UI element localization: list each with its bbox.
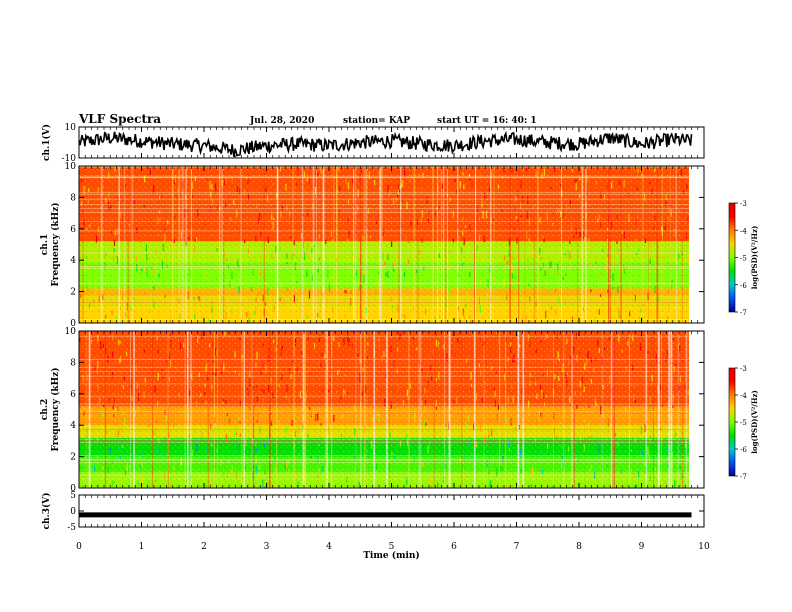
colorbar-tick-label: -6 xyxy=(740,446,747,454)
x-axis-label: Time (min) xyxy=(363,550,420,561)
time-axis: 0 1 2 3 4 5 6 7 8 9 10 Time (min) xyxy=(76,542,710,561)
ch1-spec-heatmap-cells xyxy=(79,166,692,323)
colorbar-tick-label: -5 xyxy=(740,255,747,263)
ch2-spec-cell xyxy=(691,333,692,340)
xtick-label: 4 xyxy=(326,542,332,552)
colorbar-tick-label: -7 xyxy=(740,473,747,481)
start-time-label: start UT = 16: 40: 1 xyxy=(437,116,537,126)
colorbar-tick-label: -3 xyxy=(740,200,747,208)
xtick-label: 1 xyxy=(139,542,145,552)
ch2-spectrogram-panel: 10 8 6 4 2 0 ch.2Frequency (kHz) xyxy=(40,327,705,494)
ch1-ytick-label: -10 xyxy=(62,154,77,164)
colorbar-label: log(PSD)(V²/Hz) xyxy=(750,226,759,290)
ch3-ytick-label: 0 xyxy=(70,507,76,517)
ch1-spec-cell xyxy=(691,171,692,174)
ch1-spec-cell xyxy=(232,322,234,323)
ch1-spec-ytick-label: 10 xyxy=(65,162,77,172)
xtick-label: 2 xyxy=(201,542,207,552)
xtick-label: 9 xyxy=(639,542,645,552)
ch2-spec-ytick-label: 8 xyxy=(70,358,76,368)
ch1-waveform-panel: 10 -10 ch.1(V) xyxy=(41,123,705,164)
ch2-spec-ytick-label: 10 xyxy=(65,327,77,337)
xtick-label: 3 xyxy=(264,542,270,552)
xtick-label: 7 xyxy=(514,542,520,552)
ch2-spec-ytick-label: 6 xyxy=(70,390,76,400)
colorbar-label: log(PSD)(V²/Hz) xyxy=(750,390,759,454)
xtick-label: 6 xyxy=(451,542,457,552)
colorbar-ch2: -3 -4 -5 -6 -7 log(PSD)(V²/Hz) xyxy=(728,365,759,481)
ch1-spec-cell xyxy=(690,285,691,291)
xtick-label: 8 xyxy=(576,542,582,552)
ch2-spec-ytick-label: 4 xyxy=(70,421,76,431)
ch1-spec-ytick-label: 6 xyxy=(70,225,76,235)
colorbar-tick-label: -4 xyxy=(740,227,747,235)
ch1-spectrogram-panel: 10 8 6 4 2 0 ch.1Frequency (kHz) xyxy=(40,162,705,329)
ch2-spec-cell xyxy=(690,486,691,491)
ch1-spec-ytick-label: 4 xyxy=(70,256,76,266)
ch1-spec-ytick-label: 8 xyxy=(70,193,76,203)
ch2-spec-texture xyxy=(79,331,689,488)
y-axis-label: ch.2Frequency (kHz) xyxy=(40,367,61,451)
ch2-spec-cell xyxy=(691,477,692,483)
station-label: station= KAP xyxy=(343,116,410,126)
colorbar-tick-label: -4 xyxy=(740,392,747,400)
colorbar-scale xyxy=(728,367,736,477)
ch1-spec-cell xyxy=(691,243,692,246)
ch1-spec-cell xyxy=(690,232,691,240)
ch1-spec-ytick-label: 0 xyxy=(70,319,76,329)
date-label: Jul. 28, 2020 xyxy=(249,116,314,126)
ch3-waveform-panel: 5 0 -5 ch.3(V) xyxy=(41,491,705,533)
ch1-series-line xyxy=(78,130,693,158)
colorbar-scale xyxy=(728,202,736,313)
ch1-spec-ytick-label: 2 xyxy=(70,288,76,298)
ch1-spec-texture xyxy=(79,166,689,323)
colorbar-tick-label: -7 xyxy=(740,309,747,317)
ch1-ytick-label: 10 xyxy=(65,123,77,133)
ch2-spec-heatmap-cells xyxy=(79,331,692,491)
colorbar-tick-label: -6 xyxy=(740,282,747,290)
ch1-spec-cell xyxy=(690,192,691,200)
xtick-label: 0 xyxy=(76,542,82,552)
ch3-ytick-label: 5 xyxy=(70,491,76,501)
y-axis-label: ch.3(V) xyxy=(41,493,52,530)
ch2-spec-ytick-label: 0 xyxy=(70,484,76,494)
y-axis-label: ch.1Frequency (kHz) xyxy=(40,202,61,286)
ch2-spec-cell xyxy=(690,472,691,474)
figure-title: VLF Spectra xyxy=(78,112,161,126)
ch3-ytick-label: -5 xyxy=(67,523,76,533)
ch2-spec-ytick-label: 2 xyxy=(70,453,76,463)
colorbar-ch1: -3 -4 -5 -6 -7 log(PSD)(V²/Hz) xyxy=(728,200,759,317)
xtick-label: 5 xyxy=(389,542,395,552)
colorbar-tick-label: -5 xyxy=(740,419,747,427)
y-axis-label: ch.1(V) xyxy=(41,124,52,161)
colorbar-tick-label: -3 xyxy=(740,365,747,373)
xtick-label: 10 xyxy=(698,542,710,552)
